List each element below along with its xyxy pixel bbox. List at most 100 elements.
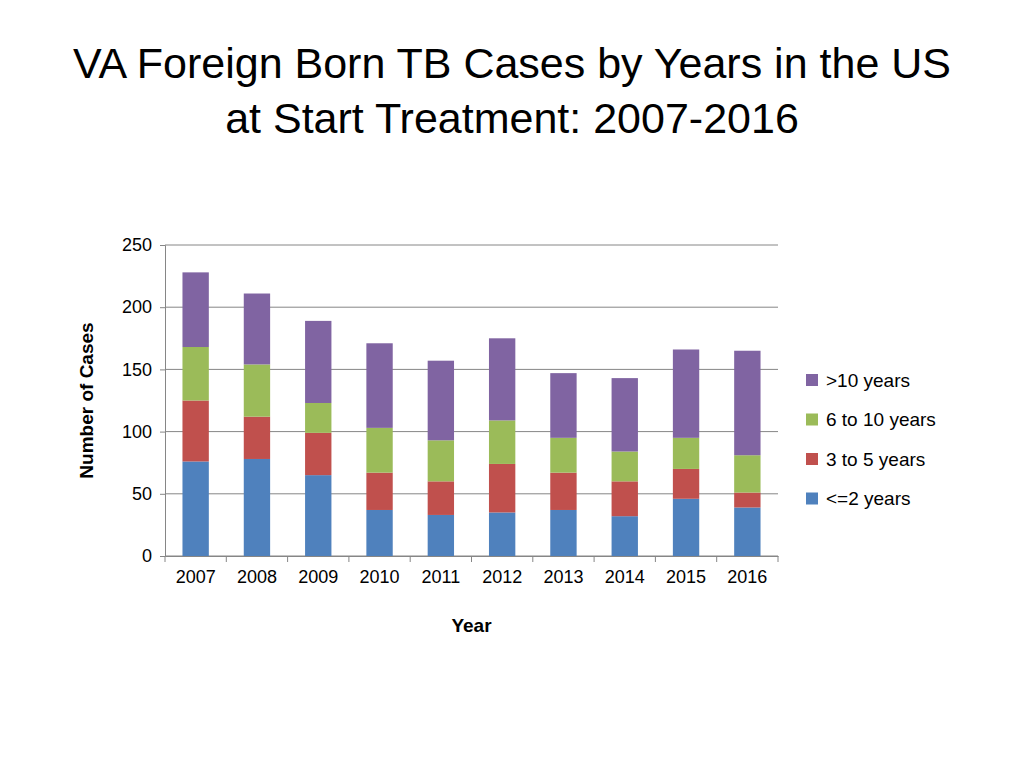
bar: [734, 507, 760, 556]
legend-swatch: [806, 374, 818, 386]
x-tick-label: 2013: [543, 567, 583, 587]
x-separator: [778, 556, 779, 562]
x-separator: [655, 556, 656, 562]
bar: [673, 438, 699, 469]
bar: [182, 347, 208, 400]
x-tick-label: 2015: [666, 567, 706, 587]
x-tick-label: 2007: [176, 567, 216, 587]
x-tick: 2015: [666, 556, 706, 587]
legend-item: >10 years: [806, 370, 910, 391]
y-tick-label: 150: [122, 360, 152, 380]
x-tick-label: 2014: [605, 567, 645, 587]
bar: [428, 440, 454, 481]
bar: [305, 475, 331, 556]
bar: [182, 272, 208, 347]
series-bars: [182, 272, 760, 455]
y-tick-mark: [160, 369, 165, 370]
bar: [366, 510, 392, 556]
y-tick: 150: [122, 360, 165, 380]
y-axis: 0 50 100 150 200 250: [122, 235, 166, 566]
bar: [550, 473, 576, 510]
y-tick: 100: [122, 422, 165, 442]
x-tick: 2008: [237, 556, 277, 587]
y-tick-mark: [160, 432, 165, 433]
bar: [550, 438, 576, 473]
legend-label: 6 to 10 years: [826, 409, 936, 430]
bar: [182, 461, 208, 556]
plot-area: 0501001502002502007200820092010201120122…: [122, 235, 779, 587]
x-separators: [165, 556, 778, 562]
bars: [182, 272, 760, 556]
x-tick-label: 2012: [482, 567, 522, 587]
legend-item: 6 to 10 years: [806, 409, 936, 430]
bar: [305, 321, 331, 403]
bar: [612, 516, 638, 556]
y-tick-label: 0: [142, 546, 152, 566]
bar: [489, 512, 515, 556]
series-bars: [182, 347, 760, 493]
bar: [734, 455, 760, 492]
x-tick: 2013: [543, 556, 583, 587]
bar: [489, 420, 515, 464]
x-tick-label: 2016: [727, 567, 767, 587]
chart: 0501001502002502007200820092010201120122…: [0, 0, 1024, 768]
legend-item: 3 to 5 years: [806, 449, 925, 470]
x-separator: [287, 556, 288, 562]
bar: [673, 349, 699, 437]
bar: [612, 452, 638, 482]
y-tick: 250: [122, 235, 165, 255]
bar: [612, 481, 638, 516]
legend-swatch: [806, 414, 818, 426]
x-tick: 2016: [727, 556, 767, 587]
grid-line: [165, 245, 778, 246]
x-axis: 2007 2008 2009 2010 2011 2012 2013 2014 2015 2016: [165, 556, 779, 587]
bar: [673, 469, 699, 499]
x-tick: 2012: [482, 556, 522, 587]
y-tick-label: 250: [122, 235, 152, 255]
x-tick: 2010: [360, 556, 400, 587]
y-tick: 50: [132, 484, 165, 504]
x-separator: [410, 556, 411, 562]
x-tick: 2014: [605, 556, 645, 587]
bar: [366, 428, 392, 473]
bar: [244, 364, 270, 416]
legend-label: 3 to 5 years: [826, 449, 925, 470]
legend-label: >10 years: [826, 370, 910, 391]
legend-label: <=2 years: [826, 488, 911, 509]
chart-title: VA Foreign Born TB Cases by Years in the…: [62, 36, 962, 146]
x-tick-label: 2010: [360, 567, 400, 587]
bar: [550, 373, 576, 438]
y-tick: 0: [142, 546, 165, 566]
y-tick-label: 100: [122, 422, 152, 442]
bar: [550, 510, 576, 556]
bar: [612, 378, 638, 451]
bar: [244, 417, 270, 459]
bar: [305, 403, 331, 433]
grid: [165, 245, 778, 556]
y-tick-mark: [160, 556, 165, 557]
bar: [366, 343, 392, 428]
x-separator: [348, 556, 349, 562]
x-separator: [594, 556, 595, 562]
bar: [244, 459, 270, 556]
series-bars: [182, 459, 760, 556]
legend: >10 years 6 to 10 years 3 to 5 years <=2 ye…: [806, 370, 936, 510]
bar: [673, 499, 699, 556]
x-separator: [226, 556, 227, 562]
bar: [366, 473, 392, 510]
bar: [428, 361, 454, 441]
y-axis-title: Number of Cases: [76, 322, 97, 478]
x-tick-label: 2011: [421, 567, 460, 587]
x-separator: [165, 556, 166, 562]
bar: [489, 464, 515, 513]
y-tick: 200: [122, 297, 165, 317]
bar: [489, 338, 515, 420]
bar: [428, 481, 454, 515]
x-tick: 2009: [298, 556, 338, 587]
x-axis-title: Year: [451, 615, 492, 636]
bar: [182, 401, 208, 462]
y-axis-line: [160, 246, 166, 557]
x-separator: [532, 556, 533, 562]
y-tick-label: 200: [122, 297, 152, 317]
bar: [305, 433, 331, 475]
